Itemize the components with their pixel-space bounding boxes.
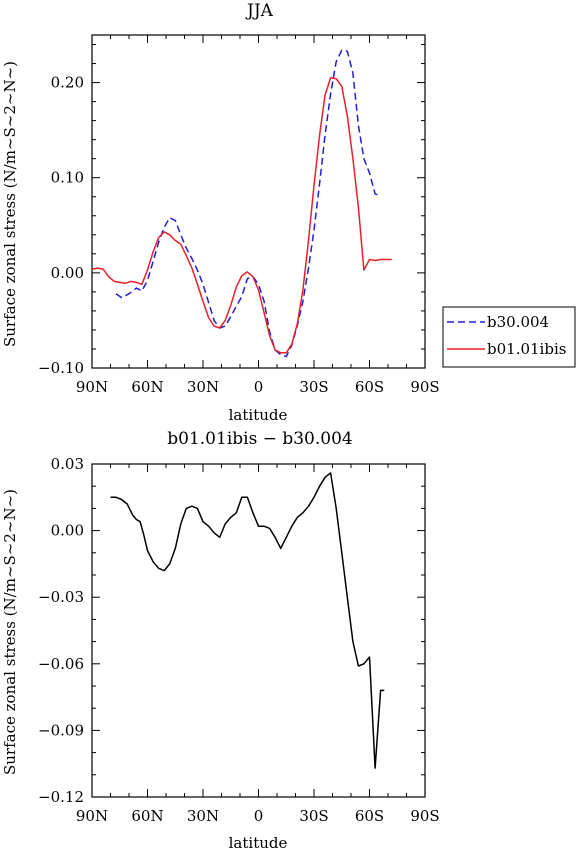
bottom-series-line-0 <box>110 472 385 769</box>
top-y-tick-label: 0.00 <box>51 264 84 282</box>
legend-label-b01: b01.01ibis <box>487 340 566 358</box>
legend-label-b30: b30.004 <box>487 313 549 331</box>
bottom-x-tick-label: 0 <box>254 807 264 825</box>
top-y-tick-label: 0.20 <box>51 74 84 92</box>
legend: b30.004 b01.01ibis <box>442 306 576 368</box>
top-x-tick-label: 30S <box>299 378 328 396</box>
bottom-x-tick-label: 90N <box>76 807 108 825</box>
bottom-panel: b01.01ibis − b30.004 Surface zonal stres… <box>1 429 440 851</box>
bottom-x-tick-label: 60S <box>355 807 384 825</box>
legend-box <box>442 306 576 368</box>
top-x-tick-label: 90N <box>76 378 108 396</box>
top-y-tick-label: 0.10 <box>51 169 84 187</box>
top-panel: JJA Surface zonal stress (N/m~S~2~N~) la… <box>1 1 440 424</box>
bottom-y-axis-label: Surface zonal stress (N/m~S~2~N~) <box>1 489 19 775</box>
bottom-y-tick-label: 0.03 <box>51 455 84 473</box>
bottom-y-tick-label: −0.09 <box>38 721 84 739</box>
top-plot-area: 90N 60N 30N 0 30S 60S 90S −0.10 0.00 0.10 0.20 <box>38 34 440 396</box>
bottom-y-tick-label: 0.00 <box>51 522 84 540</box>
top-x-tick-label: 90S <box>410 378 439 396</box>
top-series-line-0 <box>115 49 381 358</box>
bottom-x-axis-label: latitude <box>229 834 288 851</box>
top-plot-frame <box>91 34 426 369</box>
top-x-tick-label: 0 <box>254 378 264 396</box>
bottom-x-tick-label: 60N <box>131 807 163 825</box>
top-y-tick-label: −0.10 <box>38 359 84 377</box>
bottom-chart-title: b01.01ibis − b30.004 <box>167 429 352 449</box>
top-x-tick-label: 60S <box>355 378 384 396</box>
top-chart-title: JJA <box>245 1 274 21</box>
bottom-plot-area: 90N 60N 30N 0 30S 60S 90S −0.12 −0.09 −0.06 −0.03 0… <box>38 455 440 825</box>
top-x-tick-label: 30N <box>187 378 219 396</box>
bottom-x-tick-label: 90S <box>410 807 439 825</box>
bottom-y-tick-label: −0.03 <box>38 588 84 606</box>
bottom-plot-frame <box>91 463 426 798</box>
top-x-tick-label: 60N <box>131 378 163 396</box>
bottom-x-tick-label: 30N <box>187 807 219 825</box>
bottom-y-tick-label: −0.12 <box>38 788 84 806</box>
bottom-x-tick-label: 30S <box>299 807 328 825</box>
top-series-line-1 <box>91 77 392 354</box>
top-x-axis-label: latitude <box>229 406 288 424</box>
bottom-y-tick-label: −0.06 <box>38 655 84 673</box>
top-y-axis-label: Surface zonal stress (N/m~S~2~N~) <box>1 61 19 347</box>
